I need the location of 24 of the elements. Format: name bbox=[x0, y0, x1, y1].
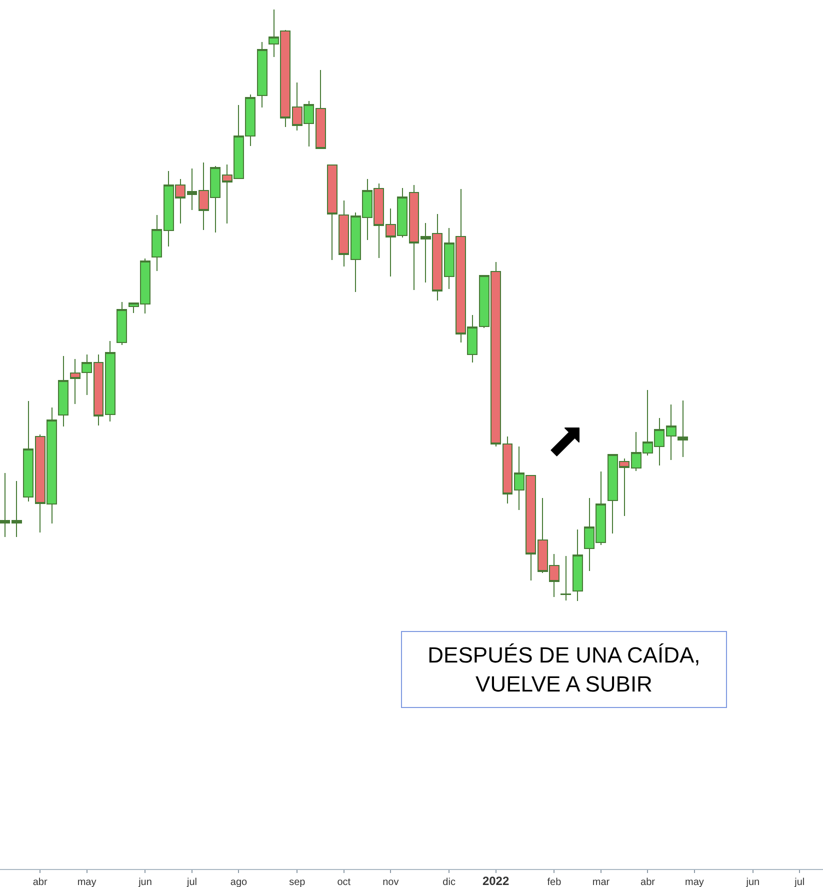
x-tick-label: jul bbox=[186, 877, 197, 887]
x-tick-label: jun bbox=[745, 877, 760, 887]
candlestick bbox=[256, 41, 268, 108]
x-tick-label: jun bbox=[138, 877, 152, 887]
x-tick-label: ago bbox=[230, 877, 248, 887]
candlestick bbox=[326, 164, 338, 261]
text: DESPUÉS DE UNA CAÍDA, VUELVE A SUBIR bbox=[428, 642, 700, 696]
x-tick-label: may bbox=[77, 877, 96, 887]
x-tick-label: dic bbox=[442, 877, 456, 887]
x-tick-label: abr bbox=[32, 877, 48, 887]
candlestick bbox=[678, 400, 688, 458]
x-tick-label: may bbox=[685, 877, 704, 887]
candlestick bbox=[572, 528, 583, 602]
x-tick-label: abr bbox=[640, 877, 656, 887]
x-tick-label: oct bbox=[337, 877, 351, 887]
x-tick-label: nov bbox=[382, 877, 399, 887]
candlestick bbox=[58, 356, 69, 427]
x-tick-label: mar bbox=[592, 877, 610, 887]
x-tick-label: 2022 bbox=[482, 874, 510, 887]
x-tick-label: feb bbox=[547, 877, 562, 887]
candlestick bbox=[116, 302, 128, 346]
candlestick bbox=[560, 556, 572, 601]
x-tick-label: sep bbox=[289, 877, 306, 887]
x-tick-label: jul bbox=[794, 877, 805, 887]
